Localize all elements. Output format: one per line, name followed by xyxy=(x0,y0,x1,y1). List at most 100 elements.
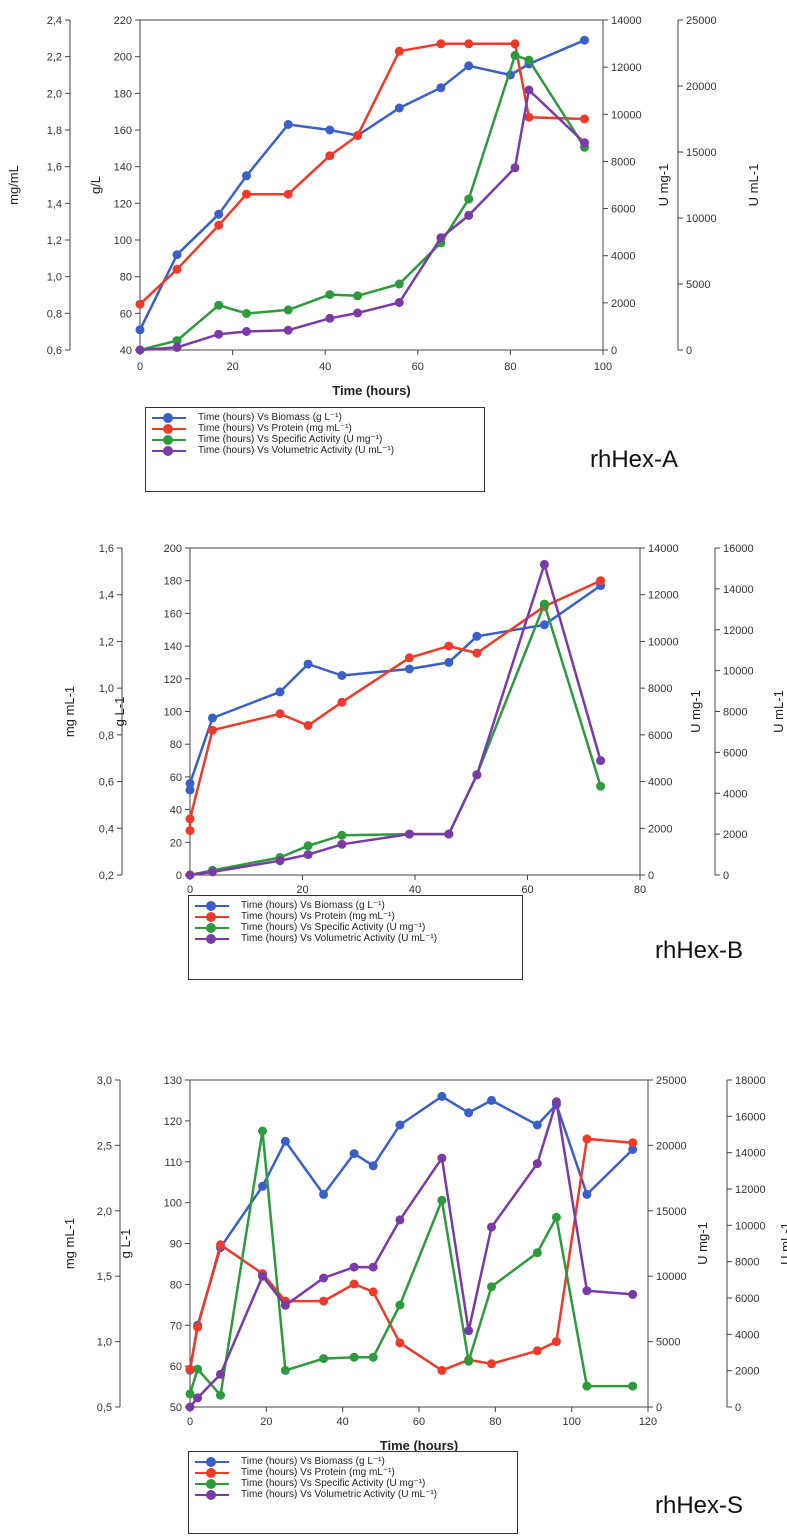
y-tick-label-mg: 3,0 xyxy=(97,1075,112,1087)
panel-title: rhHex-B xyxy=(655,937,744,964)
y-tick-label-gl: 120 xyxy=(164,1116,182,1128)
data-point-volumetric xyxy=(580,138,589,148)
y-axis-label-gl: g L-1 xyxy=(112,697,127,727)
legend-label: Time (hours) Vs Volumetric Activity (U m… xyxy=(198,445,395,456)
y-tick-label-gl: 80 xyxy=(170,739,182,751)
data-point-biomass xyxy=(472,631,482,641)
y-tick-label-gl: 60 xyxy=(170,1361,182,1373)
series-line-biomass xyxy=(188,1095,634,1371)
data-point-volumetric xyxy=(283,325,293,335)
data-point-biomass xyxy=(208,713,217,723)
data-point-specific xyxy=(510,50,520,60)
x-axis-label: Time (hours) xyxy=(332,383,411,398)
data-point-biomass xyxy=(325,125,335,135)
data-point-biomass xyxy=(436,83,446,93)
x-tick-label: 20 xyxy=(226,361,238,373)
y-tick-label-uml: 6000 xyxy=(723,747,747,759)
x-tick-label: 60 xyxy=(413,1416,425,1428)
chart-svg-rhhex-b: 0,2 0,4 0,6 0,8 1,0 1,2 1,4 1,6 mg mL-1 0 20 40 60 80… xyxy=(62,543,786,920)
data-point-volumetric xyxy=(368,1262,378,1272)
x-tick-label: 100 xyxy=(594,361,612,373)
data-point-specific xyxy=(524,55,534,65)
y-tick-label-umg: 15000 xyxy=(656,1206,687,1218)
legend-label: Time (hours) Vs Protein (mg mL⁻¹) xyxy=(198,423,352,434)
data-point-specific xyxy=(464,1356,474,1366)
y-tick-label-uml: 5000 xyxy=(686,279,710,291)
legend-item-volumetric: Time (hours) Vs Volumetric Activity (U m… xyxy=(195,1489,511,1500)
data-point-protein xyxy=(325,151,335,161)
data-point-specific xyxy=(349,1352,359,1362)
data-point-biomass xyxy=(395,1120,405,1130)
y-tick-label-uml: 15000 xyxy=(686,147,717,159)
data-point-biomass xyxy=(280,1136,290,1146)
y-tick-label-uml: 0 xyxy=(686,345,692,357)
data-point-biomass xyxy=(214,209,224,219)
chart-legend: Time (hours) Vs Biomass (g L⁻¹) Time (hou… xyxy=(188,1451,518,1534)
chart-legend: Time (hours) Vs Biomass (g L⁻¹) Time (hou… xyxy=(188,895,523,980)
data-point-protein xyxy=(437,1365,447,1375)
legend-label: Time (hours) Vs Biomass (g L⁻¹) xyxy=(241,900,385,911)
y-tick-label-uml: 8000 xyxy=(723,707,747,719)
y-tick-label-uml: 16000 xyxy=(723,543,754,555)
series-line-specific xyxy=(139,54,586,352)
y-tick-label-gl: 130 xyxy=(164,1075,182,1087)
data-point-specific xyxy=(258,1126,267,1136)
y-tick-label-umg: 8000 xyxy=(611,156,635,168)
data-point-specific xyxy=(539,599,549,609)
y-tick-label-mg: 1,6 xyxy=(47,162,62,174)
y-tick-label-mg: 2,4 xyxy=(47,15,62,27)
legend-item-specific: Time (hours) Vs Specific Activity (U mg⁻… xyxy=(152,434,478,445)
data-point-protein xyxy=(283,189,293,199)
data-point-protein xyxy=(214,220,224,230)
data-point-protein xyxy=(303,721,313,730)
data-point-specific xyxy=(487,1282,496,1292)
y-tick-label-uml: 12000 xyxy=(735,1184,766,1196)
data-point-volumetric xyxy=(353,308,363,318)
series-line-biomass xyxy=(138,39,585,331)
y-tick-label-gl: 100 xyxy=(114,235,132,247)
data-point-volumetric xyxy=(437,1153,447,1163)
y-tick-label-uml: 14000 xyxy=(735,1148,766,1160)
y-axis-label-umg: U mg-1 xyxy=(656,164,671,207)
x-tick-label: 100 xyxy=(562,1416,580,1428)
legend-swatch xyxy=(195,911,229,922)
data-point-biomass xyxy=(394,103,404,113)
data-point-specific xyxy=(368,1352,378,1362)
y-tick-label-mg: 2,0 xyxy=(97,1206,112,1218)
y-tick-label-umg: 0 xyxy=(648,870,654,882)
legend-item-biomass: Time (hours) Vs Biomass (g L⁻¹) xyxy=(195,900,516,911)
y-tick-label-mg: 1,4 xyxy=(47,198,62,210)
legend-item-protein: Time (hours) Vs Protein (mg mL⁻¹) xyxy=(152,423,478,434)
y-tick-label-gl: 70 xyxy=(170,1320,182,1332)
data-point-protein xyxy=(172,264,182,274)
legend-item-protein: Time (hours) Vs Protein (mg mL⁻¹) xyxy=(195,911,516,922)
data-point-protein xyxy=(275,709,285,719)
y-tick-label-uml: 18000 xyxy=(735,1075,766,1087)
series-line-volumetric xyxy=(189,1100,633,1408)
data-point-specific xyxy=(353,291,363,301)
y-axis-label-umg: U mg-1 xyxy=(695,1222,710,1265)
y-tick-label-gl: 120 xyxy=(164,674,182,686)
y-tick-label-uml: 4000 xyxy=(723,788,747,800)
y-tick-label-umg: 25000 xyxy=(656,1075,687,1087)
chart-svg-rhhex-s: 0,5 1,0 1,5 2,0 2,5 3,0 mg mL-1 50 60 70 80 90 100 11… xyxy=(62,1075,787,1453)
data-point-protein xyxy=(349,1279,359,1289)
data-point-specific xyxy=(551,1212,561,1222)
data-point-protein xyxy=(551,1337,561,1347)
y-tick-label-mg: 1,0 xyxy=(99,683,114,695)
data-point-protein xyxy=(510,39,520,49)
series-line-volumetric xyxy=(189,563,602,877)
data-point-volumetric xyxy=(510,163,520,173)
y-tick-label-uml: 0 xyxy=(723,870,729,882)
y-tick-label-umg: 0 xyxy=(611,345,617,357)
legend-swatch xyxy=(195,933,229,944)
y-tick-label-mg: 0,8 xyxy=(47,308,62,320)
legend-swatch xyxy=(195,1456,229,1467)
legend-label: Time (hours) Vs Protein (mg mL⁻¹) xyxy=(241,1467,395,1478)
legend-swatch xyxy=(195,1467,229,1478)
data-point-biomass xyxy=(437,1091,447,1101)
data-point-biomass xyxy=(368,1161,378,1171)
y-tick-label-uml: 16000 xyxy=(735,1111,766,1123)
y-tick-label-mg: 1,0 xyxy=(47,272,62,284)
y-tick-label-gl: 60 xyxy=(170,772,182,784)
